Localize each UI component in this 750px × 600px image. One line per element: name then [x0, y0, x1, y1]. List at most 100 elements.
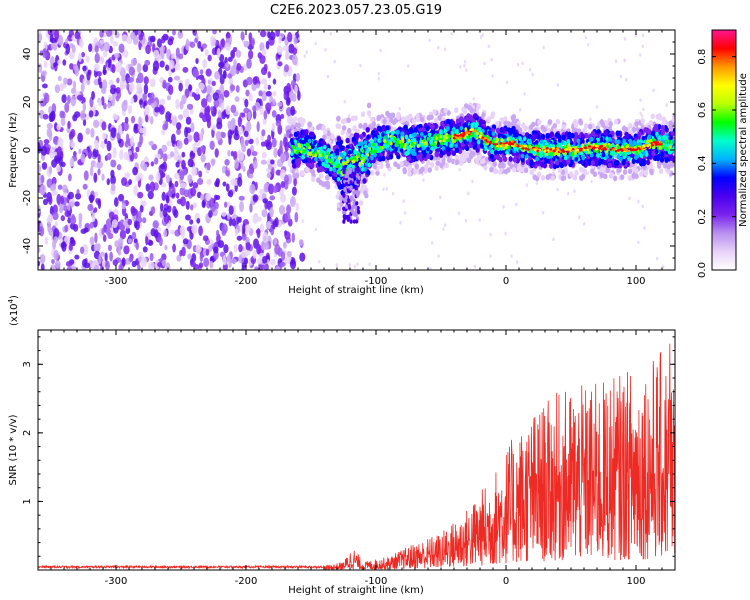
heatmap-sparse-cell — [556, 187, 559, 192]
heatmap-noise-cell — [85, 55, 90, 63]
heatmap-noise-cell — [226, 213, 231, 220]
heatmap-signal-cell — [513, 162, 518, 168]
heatmap-noise-cell — [119, 229, 127, 240]
heatmap-signal-cell — [557, 167, 563, 173]
heatmap-noise-cell — [284, 231, 291, 240]
heatmap-sparse-cell — [589, 117, 592, 122]
heatmap-noise-cell — [257, 194, 263, 201]
heatmap-sparse-cell — [521, 61, 524, 66]
heatmap-noise-cell — [251, 83, 257, 91]
heatmap-noise-cell — [115, 61, 122, 73]
heatmap-sparse-cell — [531, 72, 534, 77]
heatmap-noise-cell — [148, 97, 155, 104]
heatmap-signal-cell — [454, 147, 460, 154]
heatmap-sparse-cell — [385, 187, 388, 191]
heatmap-noise-cell — [40, 145, 48, 156]
heatmap-noise-cell — [174, 172, 180, 180]
heatmap-noise-cell — [271, 110, 277, 118]
heatmap-noise-cell — [102, 234, 107, 242]
heatmap-signal-cell — [318, 173, 324, 179]
heatmap-noise-cell — [96, 160, 103, 169]
heatmap-noise-cell — [175, 192, 180, 199]
heatmap-signal-cell — [627, 168, 633, 175]
heatmap-noise-cell — [115, 87, 121, 94]
heatmap-noise-cell — [82, 65, 87, 72]
heatmap-sparse-cell — [542, 45, 545, 50]
heatmap-noise-cell — [217, 109, 222, 118]
heatmap-sparse-cell — [489, 232, 492, 237]
heatmap-noise-cell — [246, 148, 252, 157]
heatmap-noise-cell — [52, 204, 58, 215]
heatmap-signal-cell — [358, 123, 363, 129]
heatmap-sparse-cell — [542, 210, 545, 215]
heatmap-noise-cell — [178, 82, 183, 92]
figure-title: C2E6.2023.057.23.05.G19 — [270, 3, 442, 18]
heatmap-signal-cell — [562, 159, 567, 166]
heatmap-noise-cell — [242, 223, 246, 234]
heatmap-noise-cell — [121, 202, 127, 210]
heatmap-signal-cell — [473, 113, 478, 119]
heatmap-noise-cell — [66, 94, 71, 104]
heatmap-noise-cell — [79, 110, 86, 121]
heatmap-noise-cell — [260, 159, 267, 165]
heatmap-sparse-cell — [535, 181, 538, 185]
heatmap-signal-cell — [489, 166, 494, 173]
heatmap-noise-cell — [104, 138, 108, 145]
heatmap-noise-cell — [147, 239, 154, 247]
heatmap-noise-cell — [291, 47, 298, 55]
heatmap-noise-cell — [67, 120, 71, 130]
heatmap-noise-cell — [72, 151, 77, 157]
heatmap-noise-cell — [140, 256, 148, 268]
heatmap-noise-cell — [259, 105, 264, 116]
heatmap-noise-cell — [145, 236, 149, 246]
heatmap-signal-cell — [404, 134, 409, 140]
heatmap-noise-cell — [200, 154, 206, 163]
heatmap-signal-cell — [291, 162, 297, 169]
heatmap-noise-cell — [114, 240, 120, 248]
heatmap-noise-cell — [161, 259, 167, 267]
heatmap-noise-cell — [112, 113, 118, 121]
heatmap-noise-cell — [200, 193, 205, 201]
heatmap-noise-cell — [214, 180, 218, 187]
heatmap-noise-cell — [52, 183, 57, 189]
heatmap-noise-cell — [53, 249, 59, 261]
heatmap-signal-cell — [407, 165, 412, 172]
heatmap-sparse-cell — [305, 50, 308, 54]
heatmap-noise-cell — [170, 133, 176, 145]
heatmap-signal-cell — [554, 132, 560, 138]
heatmap-noise-cell — [220, 131, 226, 139]
heatmap-noise-cell — [142, 92, 147, 102]
heatmap-signal-cell — [508, 131, 513, 137]
heatmap-sparse-cell — [439, 195, 442, 200]
heatmap-noise-cell — [267, 163, 273, 170]
heatmap-noise-cell — [269, 259, 276, 266]
heatmap-noise-cell — [233, 150, 238, 161]
heatmap-noise-cell — [131, 231, 137, 240]
heatmap-noise-cell — [94, 232, 98, 244]
heatmap-noise-cell — [238, 254, 243, 264]
heatmap-noise-cell — [142, 125, 147, 137]
heatmap-signal-cell — [443, 107, 448, 114]
heatmap-noise-cell — [175, 161, 180, 168]
heatmap-signal-cell — [399, 161, 404, 167]
heatmap-noise-cell — [261, 90, 267, 102]
heatmap-signal-cell — [587, 123, 593, 130]
heatmap-noise-cell — [178, 155, 183, 161]
heatmap-noise-cell — [246, 58, 252, 69]
heatmap-noise-cell — [127, 104, 133, 114]
heatmap-noise-cell — [121, 34, 128, 43]
heatmap-sparse-cell — [639, 53, 642, 57]
heatmap-noise-cell — [89, 236, 95, 245]
heatmap-noise-cell — [161, 128, 166, 136]
heatmap-sparse-cell — [356, 262, 359, 266]
heatmap-signal-cell — [461, 106, 466, 113]
heatmap-signal-cell — [555, 118, 561, 125]
heatmap-signal-cell — [300, 170, 305, 177]
heatmap-noise-cell — [39, 254, 46, 264]
heatmap-noise-cell — [289, 259, 297, 270]
heatmap-noise-cell — [248, 32, 253, 42]
heatmap-noise-cell — [148, 174, 154, 181]
heatmap-noise-cell — [80, 153, 86, 163]
heatmap-sparse-cell — [642, 107, 645, 112]
heatmap-signal-cell — [325, 174, 330, 181]
